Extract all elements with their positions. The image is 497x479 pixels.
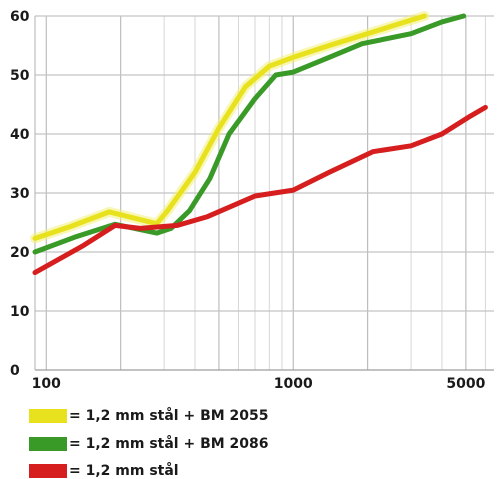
series-lines (30, 11, 488, 276)
chart: 0 10 20 30 40 50 60 100 1000 5000 (10, 9, 494, 392)
x-tick-label: 100 (32, 376, 61, 392)
x-tick-label: 1000 (274, 376, 313, 392)
y-tick-label: 0 (10, 363, 20, 379)
legend-label-bm2086: = 1,2 mm stål + BM 2086 (69, 436, 269, 452)
legend-label-bm2055: = 1,2 mm stål + BM 2055 (69, 408, 269, 424)
legend-label-steel: = 1,2 mm stål (69, 463, 179, 479)
legend-item-bm2086: = 1,2 mm stål + BM 2086 (29, 436, 269, 452)
legend-swatch-yellow (29, 409, 67, 423)
series-line-0 (32, 13, 427, 241)
legend-swatch-red (29, 464, 67, 478)
y-tick-label: 50 (10, 68, 30, 84)
legend-item-bm2055: = 1,2 mm stål + BM 2055 (29, 408, 269, 424)
y-tick-label: 40 (10, 127, 30, 143)
legend-swatch-green (29, 437, 67, 451)
y-tick-label: 20 (10, 245, 30, 261)
series-line-2 (32, 104, 488, 276)
y-tick-label: 60 (10, 9, 30, 25)
legend-item-steel: = 1,2 mm stål (29, 463, 179, 479)
tick-labels: 0 10 20 30 40 50 60 100 1000 5000 (10, 9, 486, 392)
y-tick-label: 30 (10, 186, 30, 202)
y-tick-label: 10 (10, 304, 30, 320)
x-tick-label: 5000 (446, 376, 485, 392)
